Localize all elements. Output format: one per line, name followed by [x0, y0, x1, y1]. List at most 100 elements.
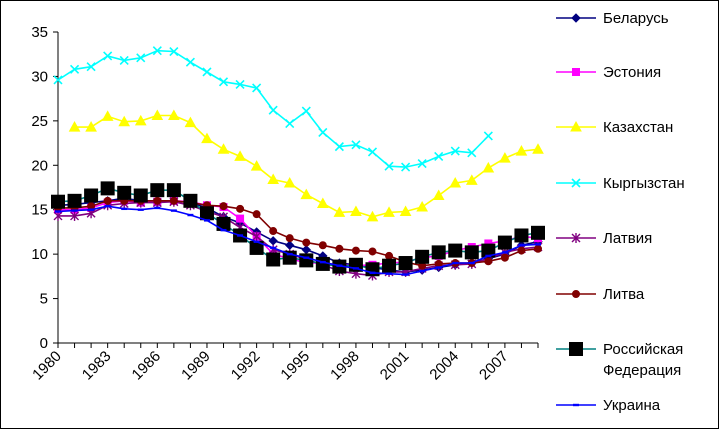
data-point [286, 252, 293, 256]
data-point [350, 205, 362, 216]
legend-label: Беларусь [603, 10, 669, 27]
data-point [484, 257, 493, 266]
data-point [151, 109, 164, 121]
x-tick-label: 1980 [29, 348, 65, 384]
data-point [237, 234, 244, 237]
data-point [100, 181, 115, 196]
legend-label: Федерация [603, 362, 681, 379]
data-point [351, 140, 361, 150]
series-2 [68, 109, 544, 222]
y-tick-label: 25 [31, 113, 48, 130]
data-point [386, 272, 393, 275]
data-point [369, 271, 376, 275]
data-point [85, 121, 97, 132]
data-point [84, 188, 99, 203]
x-tick-label: 1986 [129, 348, 165, 384]
legend-item: Казахстан [556, 119, 673, 136]
data-point [268, 236, 278, 246]
data-point [216, 216, 231, 231]
data-point [517, 246, 526, 255]
data-point [431, 245, 446, 260]
data-point [501, 251, 508, 254]
legend-item: Кыргызстан [556, 175, 685, 192]
legend-marker [572, 68, 580, 76]
y-tick-label: 0 [40, 335, 48, 352]
data-point [67, 193, 82, 208]
data-point [514, 228, 529, 243]
data-point [450, 146, 460, 156]
series-7 [55, 204, 541, 276]
data-point [385, 251, 394, 260]
data-point [184, 116, 197, 128]
data-point [333, 206, 346, 217]
data-point [483, 131, 493, 141]
data-point [352, 267, 359, 270]
data-point [101, 110, 114, 121]
data-point [154, 206, 161, 210]
data-point [104, 204, 111, 208]
data-point [153, 196, 162, 205]
data-point [169, 196, 178, 205]
data-point [398, 256, 413, 271]
data-point [252, 231, 262, 242]
data-point [252, 83, 262, 93]
legend-label: Кыргызстан [603, 175, 685, 192]
data-point [419, 269, 426, 273]
data-point [534, 244, 542, 253]
data-point [402, 273, 409, 276]
data-point [383, 206, 395, 217]
data-point [384, 161, 394, 171]
legend-label: Казахстан [603, 119, 673, 136]
data-point [515, 145, 528, 156]
x-tick-label: 1989 [178, 348, 214, 384]
data-point [432, 189, 445, 200]
legend-label: Эстония [603, 64, 661, 81]
legend-item: Беларусь [556, 10, 669, 27]
data-point [465, 174, 478, 185]
data-point [235, 79, 245, 89]
data-point [301, 106, 311, 116]
y-tick-label: 5 [40, 291, 48, 308]
legend-marker [570, 120, 582, 132]
data-point [68, 121, 81, 132]
data-point [53, 75, 63, 85]
data-point [299, 253, 314, 268]
legend-marker [571, 13, 581, 23]
data-point [336, 264, 343, 267]
data-point [283, 177, 296, 188]
data-point [202, 67, 212, 77]
data-point [166, 183, 181, 198]
x-tick-label: 2007 [476, 348, 512, 384]
data-point [302, 238, 311, 247]
data-point [121, 207, 128, 211]
series-group [51, 46, 545, 281]
data-point [250, 160, 263, 171]
data-point [285, 234, 294, 243]
data-point [464, 245, 479, 260]
data-point [435, 266, 442, 269]
data-point [133, 188, 148, 203]
data-point [201, 132, 213, 144]
data-point [169, 46, 179, 57]
data-point [268, 105, 278, 115]
data-point [500, 253, 509, 262]
data-point [150, 183, 165, 198]
legend-label: Украина [603, 397, 661, 414]
series-6 [51, 181, 545, 277]
data-point [219, 202, 228, 211]
data-point [401, 162, 411, 172]
legend-marker [572, 290, 580, 298]
data-point [303, 256, 310, 259]
data-point [183, 193, 198, 208]
legend-label: Литва [603, 286, 645, 303]
data-point [185, 57, 195, 67]
series-line [58, 200, 539, 277]
data-point [468, 261, 475, 265]
data-point [119, 55, 129, 65]
data-point [318, 127, 328, 137]
data-point [252, 210, 261, 219]
data-point [86, 62, 96, 72]
data-point [118, 115, 131, 127]
legend-marker [571, 233, 581, 243]
data-point [285, 240, 295, 250]
